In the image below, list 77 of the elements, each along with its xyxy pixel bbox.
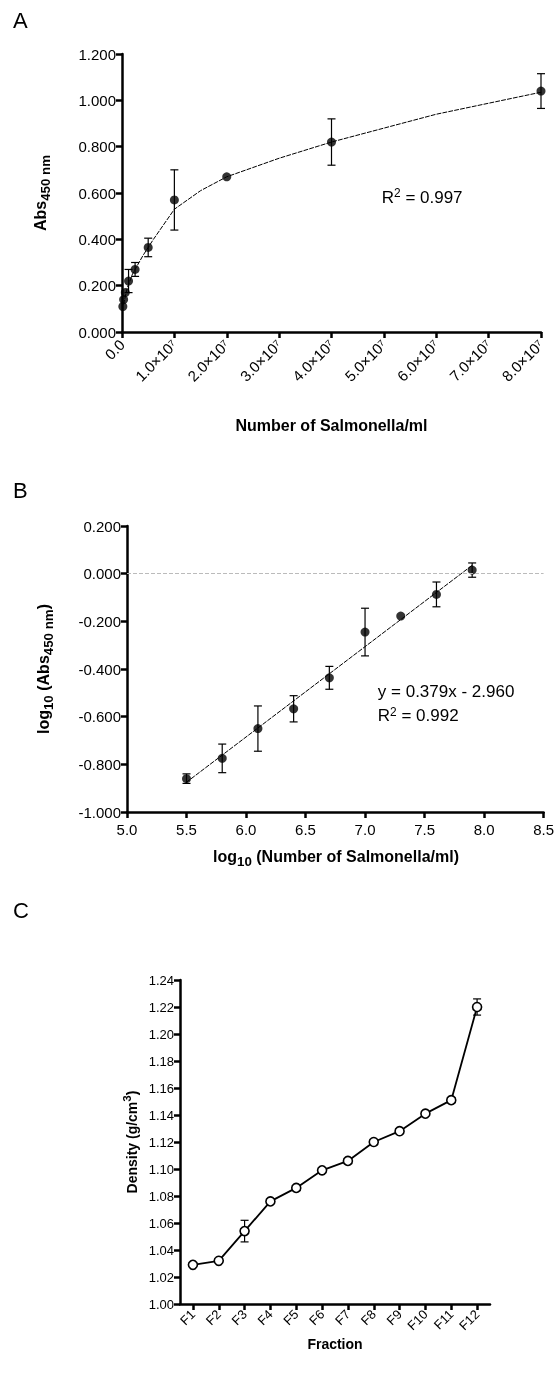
y-tick-label: 1.000 xyxy=(78,91,116,109)
x-tick-label: 6.5 xyxy=(295,821,316,838)
x-tick-label: 5.0 xyxy=(116,821,138,838)
y-tick-label: 0.800 xyxy=(78,138,116,156)
y-tick-label: 1.18 xyxy=(148,1053,174,1069)
point xyxy=(187,1259,199,1271)
point xyxy=(327,137,336,147)
point xyxy=(265,1196,276,1207)
y-tick-label: -1.000 xyxy=(78,803,121,821)
x-axis-title: log$_{10}$ (Number of Salmonella/ml) xyxy=(212,848,460,870)
point xyxy=(431,589,441,599)
point xyxy=(342,1155,354,1167)
y-tick-label: 0.000 xyxy=(83,565,121,583)
x-axis-title: Fraction xyxy=(306,1336,364,1352)
point xyxy=(213,1255,225,1267)
y-tick-label: 1.10 xyxy=(148,1161,174,1177)
chart-title: C xyxy=(13,897,29,923)
point xyxy=(420,1108,431,1119)
y-tick-label: 1.24 xyxy=(148,972,174,988)
point xyxy=(239,1225,250,1237)
point xyxy=(290,1182,302,1194)
point xyxy=(143,242,153,252)
y-tick-label: 1.08 xyxy=(148,1188,174,1204)
x-tick-label: F3 xyxy=(228,1306,250,1329)
chart-title: A xyxy=(13,7,28,33)
point xyxy=(324,673,334,683)
y-tick-label: -0.800 xyxy=(78,755,121,773)
x-tick-label: F11 xyxy=(430,1306,457,1333)
x-tick-label: F10 xyxy=(404,1306,431,1334)
y-tick-label: 1.02 xyxy=(148,1269,174,1285)
point xyxy=(394,1125,405,1137)
x-tick-label: 7.0 xyxy=(354,821,376,838)
y-tick-label: 0.400 xyxy=(78,230,116,248)
x-tick-label: F2 xyxy=(202,1306,225,1329)
y-tick-label: 1.20 xyxy=(148,1026,174,1042)
point xyxy=(536,86,546,96)
point xyxy=(222,172,232,182)
y-tick-label: 0.000 xyxy=(78,323,116,341)
y-tick-label: 1.12 xyxy=(148,1134,174,1150)
x-axis-title: Number of Salmonella/ml xyxy=(234,417,429,435)
x-tick-label: F12 xyxy=(455,1306,483,1334)
y-tick-label: -0.400 xyxy=(78,660,121,678)
y-tick-label: -0.600 xyxy=(78,708,121,726)
point xyxy=(169,195,179,205)
point xyxy=(253,724,263,734)
x-tick-label: 7.5 xyxy=(414,821,435,838)
x-tick-label: 6.0 xyxy=(235,821,257,838)
y-tick-label: -0.200 xyxy=(78,612,121,630)
x-tick-label: F9 xyxy=(383,1306,405,1329)
x-tick-label: F8 xyxy=(357,1306,380,1329)
y-tick-label: 1.14 xyxy=(148,1107,174,1123)
x-tick-label: F4 xyxy=(254,1306,276,1329)
y-tick-label: 1.16 xyxy=(148,1080,174,1096)
x-tick-label: F1 xyxy=(176,1306,199,1329)
y-tick-label: 1.06 xyxy=(148,1215,174,1231)
point xyxy=(124,276,134,286)
y-tick-label: 1.22 xyxy=(148,999,174,1015)
point xyxy=(360,627,370,637)
x-tick-label: 8.5 xyxy=(533,821,554,838)
y-tick-label: 1.00 xyxy=(148,1296,174,1312)
point xyxy=(217,753,227,763)
point xyxy=(316,1165,328,1176)
x-tick-label: F7 xyxy=(331,1306,354,1329)
x-tick-label: F5 xyxy=(280,1306,302,1329)
y-tick-label: 1.04 xyxy=(148,1242,174,1258)
x-tick-label: 8.0 xyxy=(473,821,495,838)
y-tick-label: 0.200 xyxy=(78,277,116,295)
point xyxy=(396,611,406,621)
y-tick-label: 0.200 xyxy=(83,517,121,535)
annotation: y = 0.379x - 2.960 xyxy=(377,682,515,702)
y-tick-label: 0.600 xyxy=(78,184,116,202)
point xyxy=(289,704,299,714)
x-tick-label: 5.5 xyxy=(176,821,197,838)
x-tick-label: F6 xyxy=(306,1306,328,1329)
chart-title: B xyxy=(13,477,28,503)
point xyxy=(120,288,130,298)
y-tick-label: 1.200 xyxy=(78,45,116,63)
